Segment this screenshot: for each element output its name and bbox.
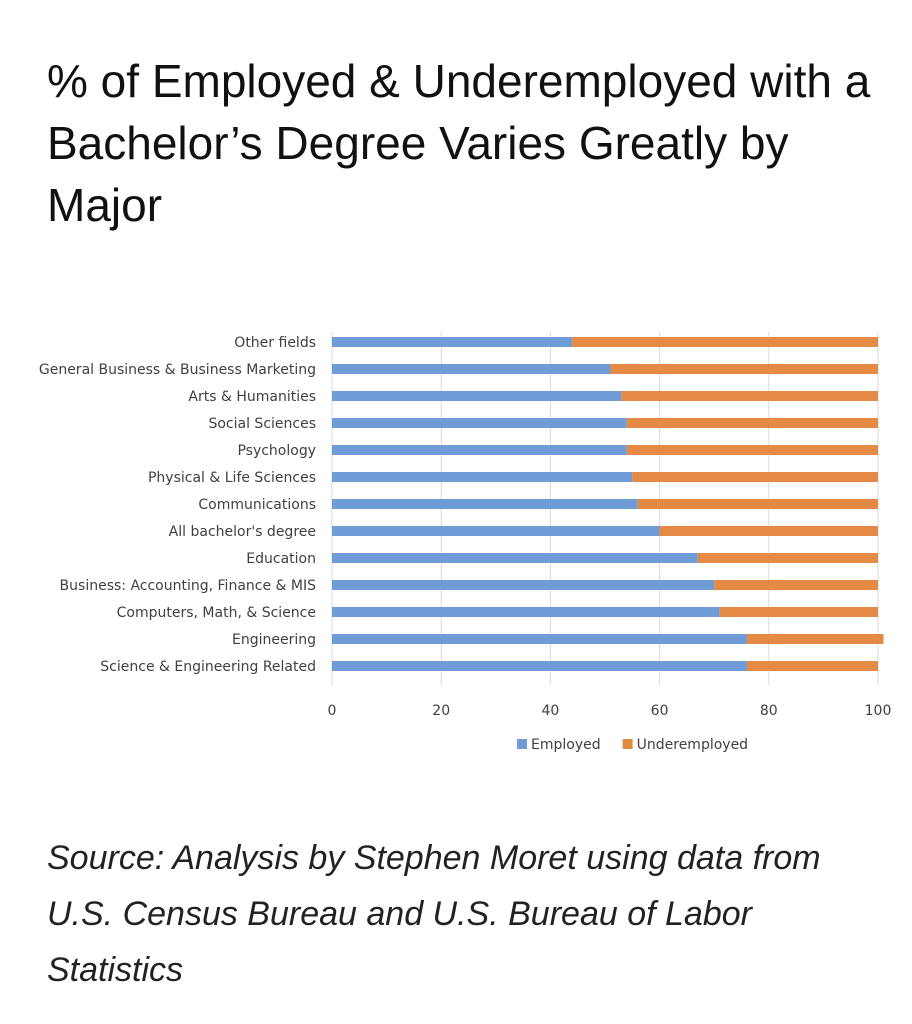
category-label: Business: Accounting, Finance & MIS [60, 578, 317, 594]
stacked-bar-chart: Other fields General Business & Business … [39, 332, 892, 753]
legend-swatch [622, 739, 633, 749]
bar-underemployed [610, 364, 878, 374]
bar-underemployed [746, 661, 878, 671]
category-label: Other fields [234, 335, 316, 351]
bar-employed [332, 634, 747, 644]
bar-employed [332, 580, 715, 590]
chart-title: % of Employed & Underemployed with a Bac… [47, 55, 871, 231]
bar-employed [332, 391, 622, 401]
bar-employed [332, 661, 747, 671]
bar-employed [332, 553, 698, 563]
bar-employed [332, 526, 660, 536]
source-note: Source: Analysis by Stephen Moret using … [47, 839, 821, 989]
bar-underemployed [626, 418, 878, 428]
bar-underemployed [697, 553, 878, 563]
x-tick-label: 100 [865, 703, 892, 719]
bar-employed [332, 418, 627, 428]
bar-underemployed [626, 445, 878, 455]
category-label: Science & Engineering Related [100, 659, 316, 675]
bar-underemployed [621, 391, 878, 401]
bar-employed [332, 364, 611, 374]
x-tick-label: 0 [328, 703, 337, 719]
bar-employed [332, 499, 638, 509]
bar-underemployed [632, 472, 878, 482]
category-labels: Other fields General Business & Business … [39, 335, 316, 675]
x-tick-label: 20 [432, 703, 450, 719]
x-tick-label: 40 [541, 703, 559, 719]
category-label: All bachelor's degree [169, 524, 316, 540]
bar-underemployed [719, 607, 878, 617]
category-label: Education [246, 551, 316, 567]
bar-underemployed [572, 337, 878, 347]
legend-label: Employed [531, 737, 601, 753]
category-label: Physical & Life Sciences [148, 470, 316, 486]
category-label: Communications [198, 497, 316, 513]
category-label: General Business & Business Marketing [39, 362, 316, 378]
bar-employed [332, 445, 627, 455]
x-tick-label: 80 [760, 703, 778, 719]
category-label: Social Sciences [208, 416, 316, 432]
category-label: Engineering [232, 632, 316, 648]
bar-underemployed [714, 580, 878, 590]
bar-employed [332, 337, 573, 347]
bar-underemployed [637, 499, 878, 509]
bar-employed [332, 607, 720, 617]
legend-swatch [517, 739, 527, 749]
category-label: Psychology [237, 443, 316, 459]
legend: Employed Underemployed [517, 737, 748, 753]
legend-label: Underemployed [637, 737, 748, 753]
bar-underemployed [659, 526, 878, 536]
x-tick-label: 60 [651, 703, 669, 719]
category-label: Arts & Humanities [188, 389, 316, 405]
x-tick-labels: 0 20 40 60 80 100 [328, 703, 892, 719]
category-label: Computers, Math, & Science [117, 605, 316, 621]
bars [332, 337, 884, 671]
chart-area: Other fields General Business & Business … [0, 320, 912, 760]
bar-employed [332, 472, 633, 482]
bar-underemployed [746, 634, 884, 644]
